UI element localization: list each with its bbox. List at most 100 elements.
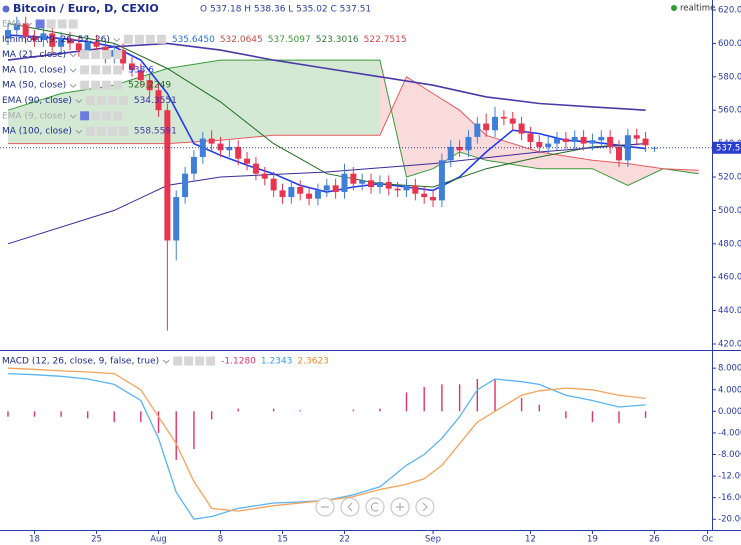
- candle-body: [128, 63, 135, 71]
- legend-menu-arrow: [69, 114, 77, 119]
- legend-menu-arrow: [25, 22, 32, 27]
- candle-body: [500, 116, 507, 119]
- y-tick-label: 580.00: [718, 72, 741, 82]
- y-tick-label: 460.00: [718, 273, 741, 283]
- legend-readout: 1.2343: [261, 357, 293, 367]
- scroll-left-button[interactable]: [340, 497, 360, 517]
- legend-icon: [107, 126, 117, 136]
- candle-body: [173, 197, 180, 241]
- x-tick-label: Sep: [425, 535, 441, 545]
- legend-label: MA (10, close): [2, 65, 66, 75]
- candle-body: [155, 90, 162, 111]
- candle-body: [350, 173, 357, 184]
- y-tick-label: 600.00: [718, 39, 741, 49]
- legend-menu-arrow: [69, 68, 77, 73]
- candle-body: [217, 143, 224, 151]
- legend-readout: 522.7515: [364, 35, 407, 45]
- candle-body: [235, 146, 242, 159]
- candle-body: [314, 190, 321, 199]
- candle-body: [252, 163, 259, 174]
- legend-icon: [113, 65, 123, 75]
- candle-body: [75, 43, 82, 51]
- candle-body: [545, 143, 552, 147]
- legend-menu-arrow: [113, 37, 121, 43]
- x-tick-label: 22: [339, 535, 350, 545]
- candle-body: [58, 38, 65, 47]
- candle-body: [438, 160, 445, 201]
- navigation-buttons[interactable]: [315, 497, 435, 517]
- candle-body: [385, 182, 392, 189]
- reset-button[interactable]: [365, 497, 385, 517]
- scroll-right-button[interactable]: [415, 497, 435, 517]
- cloud-fill: [539, 151, 593, 169]
- legend-readout: 535.6450: [172, 35, 215, 45]
- candle-body: [22, 23, 29, 37]
- last-price-label: 537.5: [716, 143, 740, 153]
- y-tick-label: 620.00: [718, 6, 741, 16]
- y-tick-label: 500.00: [718, 206, 741, 216]
- legend-icon: [206, 356, 216, 366]
- candle-body: [137, 70, 144, 81]
- candle-body: [341, 173, 348, 193]
- candle-body: [465, 136, 472, 151]
- legend-icon: [85, 96, 95, 105]
- legend-icon: [156, 34, 166, 44]
- legend-icon: [102, 65, 112, 75]
- candle-body: [40, 33, 47, 41]
- candle-body: [412, 185, 419, 194]
- legend-menu-arrow: [69, 83, 77, 88]
- legend-icon: [118, 96, 128, 105]
- y-tick-label: 480.00: [718, 239, 741, 249]
- legend-icon: [118, 126, 128, 136]
- candle-body: [31, 36, 38, 41]
- candle-body: [492, 116, 499, 131]
- legend-icon: [102, 80, 112, 90]
- candle-body: [279, 190, 286, 198]
- legend-label: MA (21, close): [2, 50, 66, 60]
- candle-body: [474, 123, 481, 137]
- macd-pane: [7, 367, 647, 520]
- legend-icon: [102, 111, 112, 121]
- x-tick-label: Aug: [150, 535, 167, 545]
- legend-icon: [113, 111, 123, 121]
- legend-menu-arrow: [75, 129, 83, 134]
- price-pane: [0, 16, 712, 331]
- y-tick-label: 560.00: [718, 106, 741, 116]
- candle-body: [456, 146, 463, 151]
- candle-body: [536, 141, 543, 147]
- cloud-fill: [220, 60, 274, 141]
- legend-icon: [85, 126, 95, 136]
- x-tick-label: Oc: [702, 535, 714, 545]
- legend-icon: [91, 65, 101, 75]
- x-tick-label: 8: [218, 535, 223, 545]
- candle-body: [518, 123, 525, 134]
- legend-label: MA (100, close): [2, 127, 72, 137]
- cloud-fill: [326, 60, 380, 136]
- candle-body: [447, 146, 454, 161]
- cloud-fill: [406, 76, 434, 178]
- legend-readout: 538.6: [128, 65, 154, 75]
- legend-icon: [68, 19, 78, 29]
- candle-body: [146, 80, 153, 91]
- status: realtime: [680, 4, 715, 14]
- candle-body: [261, 173, 268, 179]
- x-tick-label: 18: [29, 535, 40, 545]
- candle-body: [288, 187, 295, 198]
- candle-body: [297, 187, 304, 194]
- candle-body: [49, 33, 56, 47]
- candle-body: [84, 41, 91, 51]
- last-price-box: [713, 141, 741, 154]
- cloud-span-b: [8, 76, 699, 171]
- button-icons: [321, 502, 428, 512]
- legend-readout: 2.3623: [297, 357, 329, 367]
- candle-body: [376, 182, 383, 188]
- legend-label: MA (50, close): [2, 81, 66, 91]
- legend-icon: [113, 50, 123, 60]
- candle-body: [509, 118, 516, 124]
- cloud-fill: [167, 60, 221, 144]
